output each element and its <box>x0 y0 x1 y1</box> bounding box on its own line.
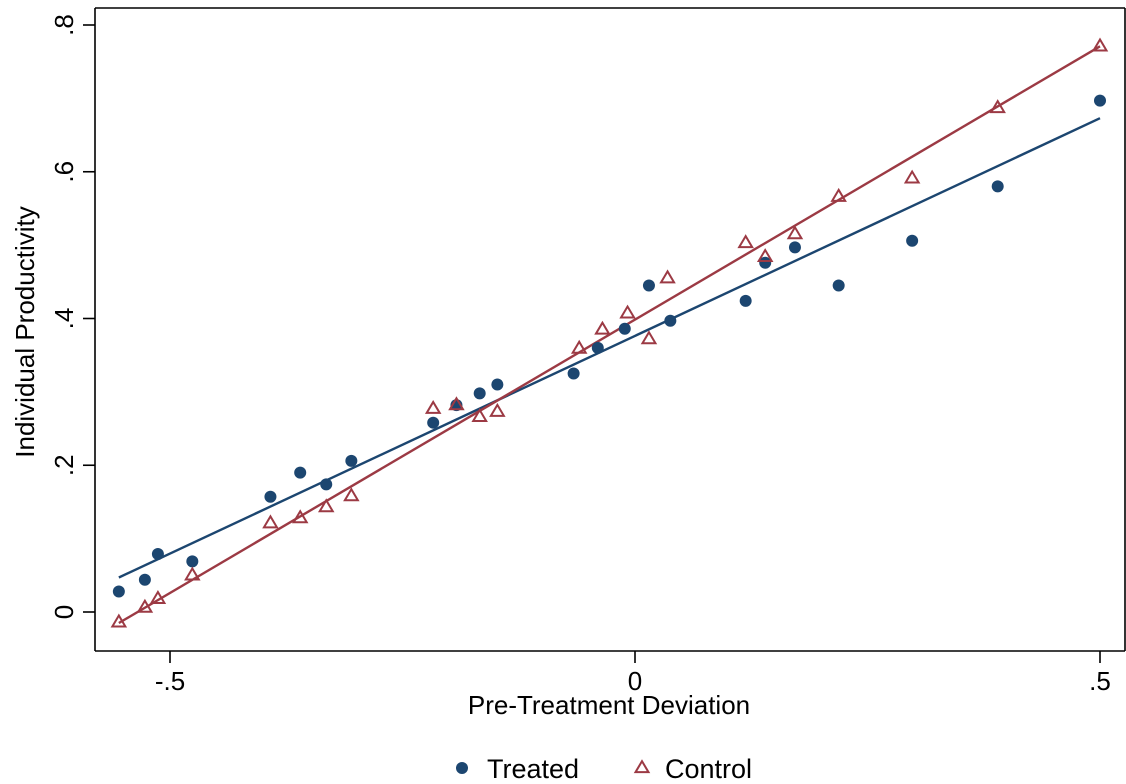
treated-point <box>788 241 801 254</box>
treated-point <box>664 314 677 327</box>
control-point <box>989 99 1006 114</box>
control-point <box>1091 37 1109 52</box>
x-tick-label: .5 <box>1089 666 1111 696</box>
legend-treated-marker <box>456 762 468 774</box>
legend-treated-label: Treated <box>487 754 579 784</box>
control-point <box>471 408 488 423</box>
y-tick-label: .6 <box>49 161 79 183</box>
treated-point <box>832 279 845 292</box>
y-tick-label: .2 <box>49 454 79 476</box>
control-point <box>343 487 360 502</box>
treated-point <box>759 256 772 269</box>
treated-point <box>591 341 604 354</box>
control-point <box>136 598 154 613</box>
treated-point <box>345 454 358 467</box>
plot-area <box>110 37 1109 628</box>
x-tick-label: -.5 <box>155 666 185 696</box>
y-axis-title: Individual Productivity <box>10 206 40 457</box>
control-point <box>594 320 611 335</box>
treated-point <box>739 294 752 307</box>
control-point <box>262 514 279 529</box>
treated-point <box>294 466 307 479</box>
control-point <box>291 509 309 524</box>
treated-point <box>491 378 504 391</box>
legend-control-label: Control <box>665 754 752 784</box>
legend: Treated Control <box>456 754 752 784</box>
control-point <box>786 225 804 240</box>
y-tick-label: 0 <box>49 605 79 619</box>
control-point <box>619 304 636 319</box>
control-point <box>756 248 774 263</box>
treated-point <box>186 555 199 568</box>
y-tick-label: .8 <box>49 14 79 36</box>
legend-control-marker <box>633 759 651 774</box>
control-point <box>424 399 442 414</box>
treated-point <box>906 234 919 247</box>
control-point <box>317 498 335 513</box>
treated-point <box>320 478 333 491</box>
treated-point <box>427 416 440 429</box>
x-tick-label: 0 <box>628 666 642 696</box>
control-point <box>640 330 658 345</box>
control-point <box>448 396 465 411</box>
control-point <box>903 169 921 184</box>
control-point <box>570 339 588 354</box>
treated-point <box>151 548 164 561</box>
x-axis-title: Pre-Treatment Deviation <box>468 690 750 720</box>
treated-fit-line <box>118 117 1101 579</box>
control-point <box>110 613 128 628</box>
treated-point <box>642 279 655 292</box>
treated-point <box>991 180 1004 193</box>
control-point <box>830 187 847 202</box>
treated-point <box>1094 94 1106 107</box>
control-point <box>489 402 506 417</box>
control-point <box>737 234 754 249</box>
control-point <box>149 590 167 604</box>
treated-point <box>473 387 486 400</box>
axes: -.5 0 .5 0 .2 .4 .6 .8 <box>49 7 1126 696</box>
treated-point <box>567 367 580 380</box>
control-point <box>184 566 201 581</box>
y-tick-label: .4 <box>49 308 79 330</box>
treated-point <box>138 573 151 586</box>
treated-point <box>264 490 277 503</box>
control-point <box>659 269 676 284</box>
treated-point <box>112 585 125 598</box>
treated-point <box>618 322 631 335</box>
